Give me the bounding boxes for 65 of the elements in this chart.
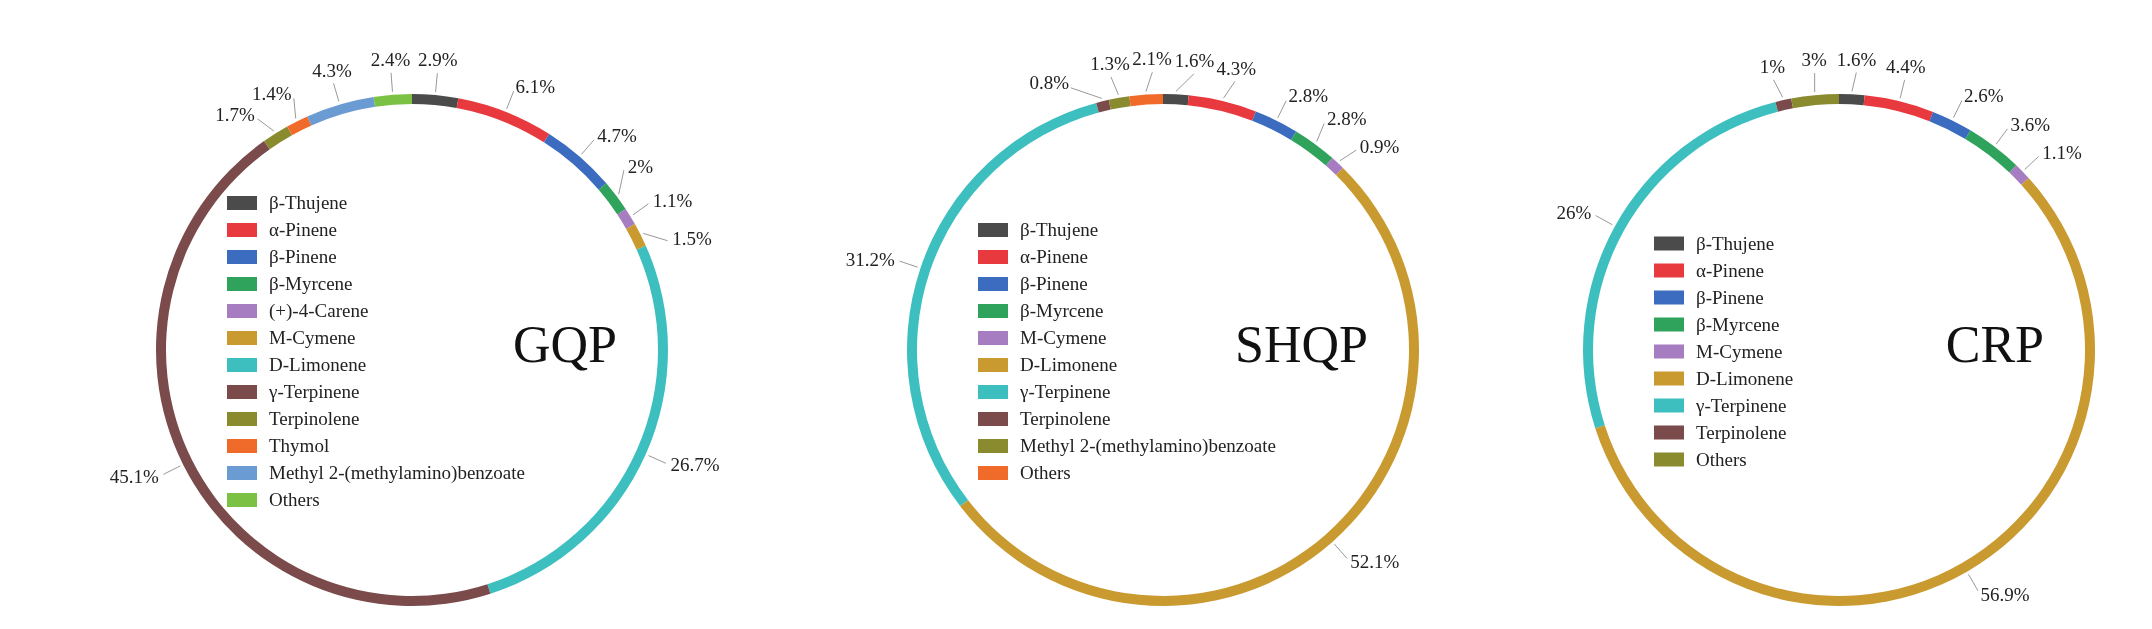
legend-label: α-Pinene <box>1020 246 1088 267</box>
legend-label: β-Pinene <box>1696 286 1764 308</box>
legend-label: β-Myrcene <box>1020 300 1104 321</box>
data-label: 56.9% <box>1980 584 2030 606</box>
data-label: 1.1% <box>2042 142 2082 163</box>
legend-label: α-Pinene <box>269 219 337 240</box>
legend-label: D-Limonene <box>1020 354 1118 375</box>
data-label: 2.6% <box>1964 85 2004 107</box>
data-label: 26.7% <box>670 454 720 476</box>
data-label: 2% <box>627 155 654 177</box>
data-label: 1.5% <box>672 227 712 249</box>
data-label: 2.8% <box>1327 108 1367 130</box>
legend-label: Terpinolene <box>1020 408 1111 429</box>
data-label: 2.4% <box>370 48 411 70</box>
legend-label: M-Cymene <box>1020 327 1107 348</box>
data-label: 26% <box>1556 202 1592 224</box>
legend-label: γ-Terpinene <box>1695 394 1787 416</box>
legend-label: D-Limonene <box>269 354 367 375</box>
legend-label: Terpinolene <box>1696 421 1787 443</box>
data-label: 4.3% <box>312 59 353 81</box>
data-label: 0.8% <box>1029 72 1070 94</box>
legend-label: (+)-4-Carene <box>269 300 369 322</box>
data-label: 52.1% <box>1350 551 1400 573</box>
text: SHQP <box>1235 316 1368 373</box>
legend-label: M-Cymene <box>269 327 356 348</box>
data-label: 31.2% <box>845 248 896 270</box>
legend-label: D-Limonene <box>1696 367 1794 389</box>
legend-label: β-Myrcene <box>269 273 353 294</box>
legend-label: γ-Terpinene <box>1019 381 1111 402</box>
legend-label: M-Cymene <box>1696 340 1783 362</box>
legend-label: Thymol <box>269 435 330 456</box>
legend-label: Others <box>1696 448 1747 470</box>
legend-label: β-Thujene <box>1696 232 1775 254</box>
data-label: 2.1% <box>1132 48 1173 70</box>
data-label: 45.1% <box>109 465 160 487</box>
data-label: 4.4% <box>1886 56 1926 77</box>
legend-label: β-Thujene <box>269 192 348 213</box>
data-label: 4.7% <box>597 125 638 147</box>
legend-label: β-Thujene <box>1020 219 1099 240</box>
data-label: 3.6% <box>2010 113 2051 135</box>
legend-label: Methyl 2-(methylamino)benzoate <box>1020 435 1276 457</box>
data-label: 1.6% <box>1174 49 1215 71</box>
data-label: 6.1% <box>515 75 556 97</box>
data-label: 1.7% <box>215 103 255 125</box>
data-label: 3% <box>1801 49 1828 71</box>
text: CRP <box>1945 316 2044 373</box>
data-label: 1% <box>1759 55 1786 77</box>
legend-label: Others <box>1020 462 1071 483</box>
data-label: 1.1% <box>652 190 693 212</box>
legend-label: α-Pinene <box>1696 259 1764 281</box>
data-label: 2.9% <box>417 49 458 71</box>
legend-label: Terpinolene <box>269 408 360 429</box>
data-label: 1.3% <box>1090 53 1130 75</box>
legend-label: γ-Terpinene <box>268 381 360 402</box>
legend-label: Methyl 2-(methylamino)benzoate <box>269 462 525 484</box>
data-label: 0.9% <box>1359 135 1400 157</box>
legend-label: β-Pinene <box>1020 273 1088 294</box>
data-label: 4.3% <box>1216 57 1257 79</box>
text: GQP <box>512 316 617 373</box>
data-label: 1.6% <box>1836 48 1877 70</box>
legend-label: β-Myrcene <box>1696 313 1780 335</box>
data-label: 2.8% <box>1288 85 1329 107</box>
data-label: 1.4% <box>252 82 292 104</box>
legend-label: β-Pinene <box>269 246 337 267</box>
legend-label: Others <box>269 489 320 510</box>
